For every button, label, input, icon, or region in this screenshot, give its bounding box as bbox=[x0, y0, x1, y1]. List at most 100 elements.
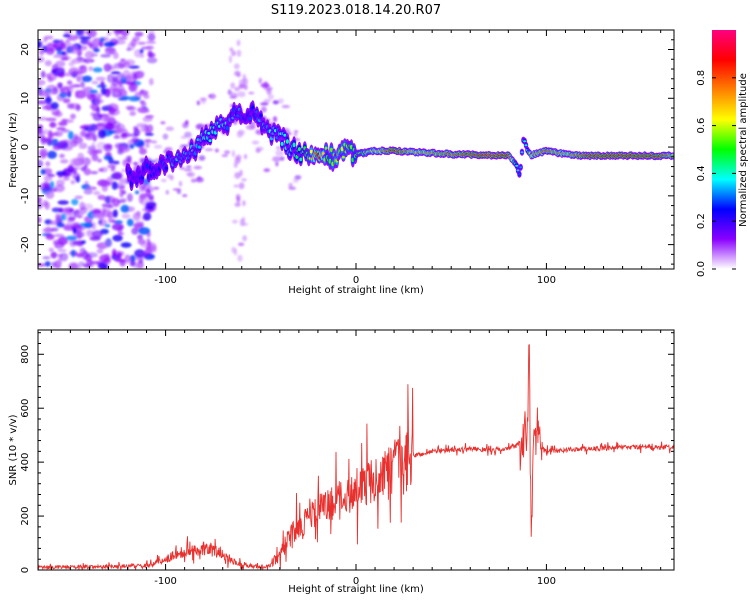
spectrogram-noise-blob bbox=[76, 211, 84, 217]
spectrogram-noise-blob bbox=[71, 136, 84, 144]
colorbar-tick-label: 0.0 bbox=[696, 261, 707, 277]
spectrogram-noise-blob bbox=[281, 104, 290, 109]
spectrogram-noise-blob bbox=[242, 235, 248, 242]
spectrogram-noise-blob bbox=[100, 81, 105, 88]
spectrogram-noise-blob bbox=[52, 39, 61, 44]
spectrogram-noise-blob bbox=[63, 30, 73, 35]
spectrogram-noise-blob bbox=[61, 118, 68, 122]
snr-xtick-label: 100 bbox=[537, 576, 556, 587]
spectrogram-noise-blob bbox=[258, 77, 262, 84]
spectrogram-ridge-core bbox=[280, 141, 284, 146]
snr-xtick-label: -100 bbox=[154, 576, 177, 587]
spectrogram-noise-blob bbox=[103, 239, 113, 248]
spectrogram-noise-blob bbox=[75, 166, 81, 170]
spectrogram-noise-blob bbox=[245, 124, 255, 130]
spectrogram-noise-blob bbox=[86, 252, 98, 258]
spectrogram-noise-blob bbox=[134, 31, 144, 37]
spectrogram-noise-blob bbox=[61, 129, 71, 133]
spectrogram-noise-blob bbox=[43, 129, 49, 135]
spectrogram-noise-blob bbox=[70, 180, 76, 185]
spectrogram-noise-blob bbox=[45, 190, 55, 199]
spectrogram-noise-blob bbox=[236, 39, 241, 47]
spectrogram-ridge-core bbox=[329, 147, 333, 153]
spectrogram-noise-blob bbox=[38, 79, 46, 86]
spectrogram-noise-blob bbox=[97, 158, 102, 163]
spectrogram-ridge-core bbox=[135, 177, 139, 183]
spectrogram-noise-blob bbox=[178, 180, 183, 187]
spectrogram-noise-blob bbox=[145, 45, 154, 50]
spectrogram-noise-blob bbox=[138, 227, 151, 235]
spectrogram-noise-blob bbox=[40, 151, 47, 160]
spectrogram-noise-blob bbox=[69, 208, 74, 212]
spectrogram-noise-blob bbox=[248, 91, 255, 95]
spectrogram-noise-blob bbox=[80, 81, 85, 88]
spectrogram-noise-blob bbox=[185, 120, 189, 125]
spectrogram-noise-blob bbox=[50, 251, 58, 259]
spectrogram-noise-blob bbox=[42, 256, 51, 260]
spectrogram-noise-blob bbox=[84, 180, 89, 186]
spectrogram-noise-blob bbox=[190, 178, 197, 183]
spectrogram-noise-blob bbox=[79, 64, 88, 74]
spectrogram-noise-blob bbox=[146, 57, 158, 64]
spectrogram-noise bbox=[38, 30, 302, 269]
spectrogram-noise-blob bbox=[43, 175, 53, 182]
spectrogram-noise-blob bbox=[233, 162, 238, 168]
spectrogram-noise-blob bbox=[127, 155, 132, 163]
spectrogram-noise-blob bbox=[103, 116, 111, 122]
spectrogram-noise-blob bbox=[72, 172, 81, 180]
snr-ticks bbox=[38, 330, 674, 571]
spectrogram-ytick-label: 0 bbox=[20, 144, 31, 150]
spectrogram-noise-blob bbox=[128, 96, 141, 102]
spectrogram-noise-blob bbox=[62, 139, 71, 144]
spectrogram-noise-blob bbox=[132, 212, 141, 221]
spectrogram-noise-blob bbox=[150, 140, 158, 144]
spectrogram-noise-blob bbox=[110, 82, 118, 91]
spectrogram-xtick-label: -100 bbox=[154, 275, 177, 286]
spectrogram-noise-blob bbox=[113, 52, 119, 60]
spectrogram-noise-blob bbox=[275, 149, 284, 157]
spectrogram-noise-blob bbox=[65, 38, 71, 43]
spectrogram-noise-blob bbox=[237, 91, 246, 98]
spectrogram-noise-blob bbox=[48, 247, 54, 253]
spectrogram-noise-blob bbox=[68, 131, 74, 140]
spectrogram-ridge-core bbox=[207, 131, 211, 135]
snr-xtick-label: 0 bbox=[353, 576, 359, 587]
spectrogram-noise-blob bbox=[129, 144, 135, 149]
spectrogram-noise-blob bbox=[251, 140, 260, 145]
spectrogram-noise-blob bbox=[185, 172, 194, 176]
spectrogram-noise-blob bbox=[79, 156, 85, 166]
spectrogram-ridge-core bbox=[517, 173, 521, 176]
spectrogram-noise-blob bbox=[128, 65, 140, 69]
spectrogram-noise-blob bbox=[97, 194, 106, 200]
spectrogram-noise-blob bbox=[147, 241, 152, 248]
spectrogram-noise-blob bbox=[70, 157, 82, 167]
spectrogram-noise-blob bbox=[92, 112, 103, 122]
spectrogram-noise-blob bbox=[55, 60, 66, 68]
spectrogram-noise-blob bbox=[183, 168, 193, 172]
spectrogram-noise-blob bbox=[63, 33, 71, 38]
spectrogram-noise-blob bbox=[59, 153, 65, 159]
spectrogram-noise-blob bbox=[89, 89, 98, 94]
spectrogram-noise-blob bbox=[43, 36, 48, 43]
colorbar-label: Normalized spectral amplitude bbox=[738, 73, 749, 227]
spectrogram-noise-blob bbox=[65, 145, 73, 150]
spectrogram-noise-blob bbox=[147, 52, 156, 58]
spectrogram-noise-blob bbox=[103, 195, 116, 204]
spectrogram-noise-blob bbox=[165, 126, 174, 131]
colorbar-tick-label: 0.4 bbox=[696, 165, 707, 181]
spectrogram-x-axis-label: Height of straight line (km) bbox=[288, 285, 424, 296]
spectrogram-noise-blob bbox=[89, 236, 101, 241]
spectrogram-noise-blob bbox=[56, 171, 66, 176]
spectrogram-noise-blob bbox=[53, 43, 60, 48]
spectrogram-ridge-core bbox=[520, 151, 524, 154]
spectrogram-noise-blob bbox=[47, 72, 58, 81]
spectrogram-noise-blob bbox=[134, 190, 140, 195]
spectrogram-noise-blob bbox=[72, 227, 77, 234]
spectrogram-noise-blob bbox=[112, 209, 118, 218]
spectrogram-noise-blob bbox=[111, 219, 116, 224]
spectrogram-noise-blob bbox=[112, 91, 120, 98]
spectrogram-noise-blob bbox=[104, 224, 111, 228]
snr-x-axis-label: Height of straight line (km) bbox=[288, 584, 424, 595]
spectrogram-noise-blob bbox=[71, 198, 79, 206]
spectrogram-noise-blob bbox=[113, 220, 123, 225]
